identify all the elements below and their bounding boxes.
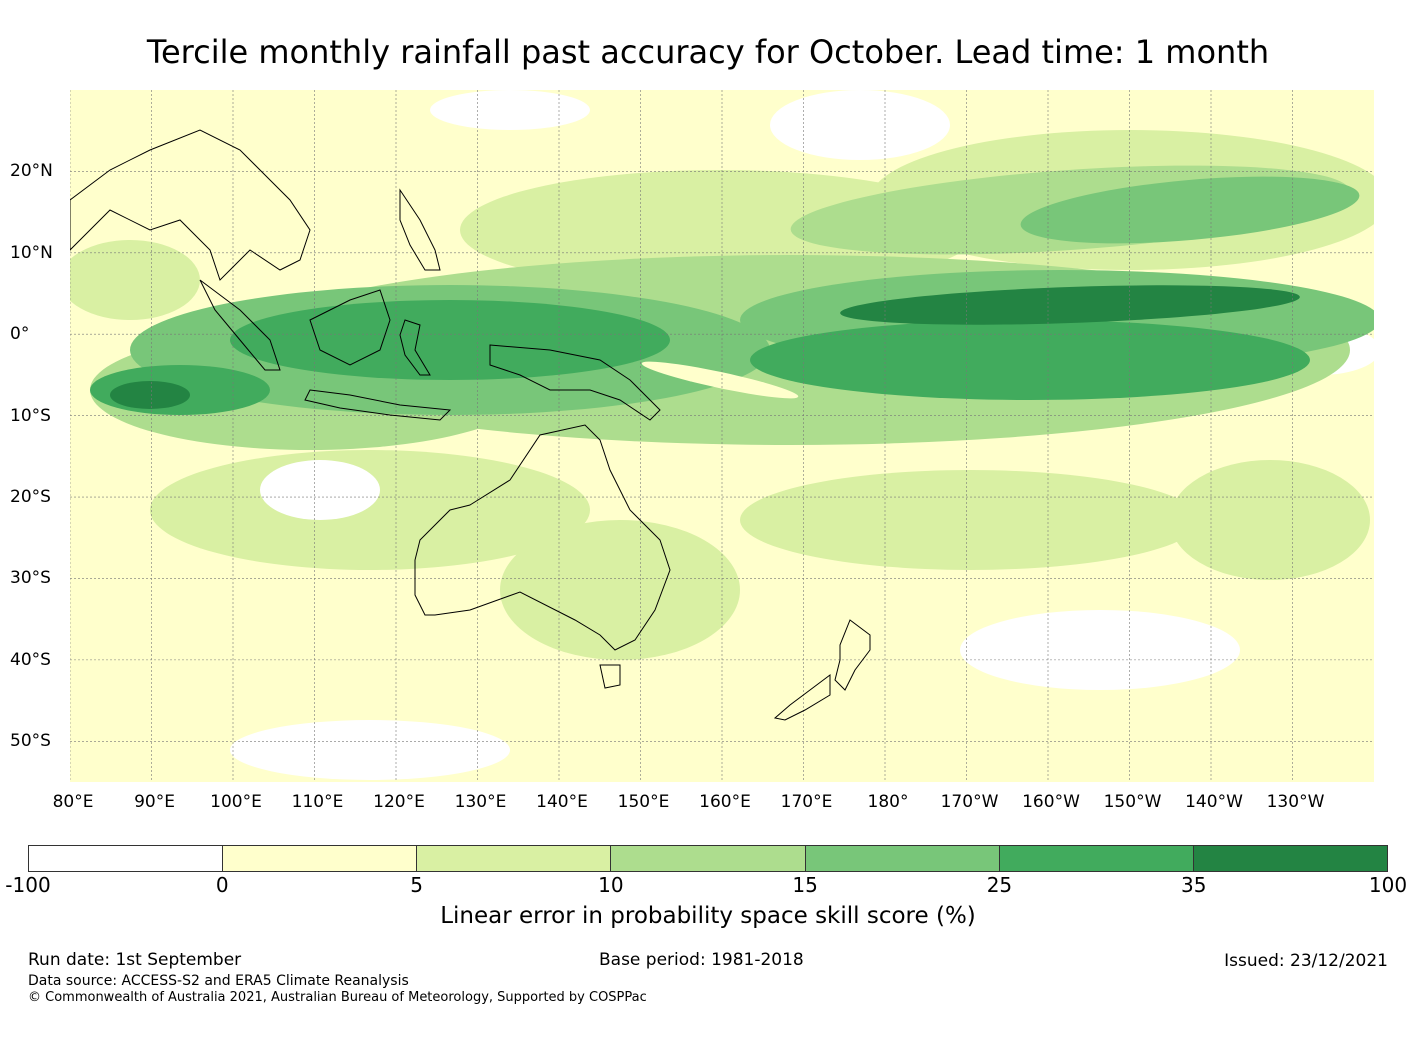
australia-outline bbox=[414, 424, 671, 651]
latitude-tick-label: 10°S bbox=[10, 405, 51, 426]
score-region bbox=[110, 381, 190, 409]
new-guinea-outline bbox=[489, 344, 661, 421]
longitude-tick-label: 90°E bbox=[134, 792, 175, 812]
latitude-tick-label: 20°N bbox=[10, 161, 53, 182]
copyright: © Commonwealth of Australia 2021, Austra… bbox=[28, 990, 647, 1005]
colorbar-segment bbox=[29, 846, 224, 871]
score-region bbox=[260, 460, 380, 520]
new-zealand-north-outline bbox=[834, 619, 871, 691]
latitude-tick-label: 20°S bbox=[10, 487, 51, 508]
colorbar-tick-label: -100 bbox=[5, 873, 51, 897]
colorbar-tick-label: 25 bbox=[986, 873, 1013, 897]
longitude-tick-label: 100°E bbox=[210, 792, 262, 812]
borneo-outline bbox=[309, 289, 391, 366]
colorbar-tick-label: 5 bbox=[410, 873, 423, 897]
longitude-tick-label: 170°W bbox=[940, 792, 999, 812]
score-region bbox=[70, 240, 200, 320]
score-region bbox=[1170, 460, 1370, 580]
longitude-tick-label: 180° bbox=[867, 792, 909, 812]
colorbar-segment bbox=[999, 846, 1194, 871]
chart-title: Tercile monthly rainfall past accuracy f… bbox=[146, 33, 1270, 71]
colorbar-segment bbox=[1193, 846, 1387, 871]
score-region bbox=[430, 90, 590, 130]
asia-mainland-outline bbox=[70, 129, 311, 281]
data-source: Data source: ACCESS-S2 and ERA5 Climate … bbox=[28, 973, 409, 989]
java-outline bbox=[304, 389, 452, 421]
latitude-tick-label: 10°N bbox=[10, 242, 53, 263]
colorbar-tick-label: 0 bbox=[215, 873, 229, 897]
map-canvas bbox=[70, 90, 1374, 782]
sumatra-outline bbox=[199, 279, 281, 371]
longitude-tick-label: 120°E bbox=[373, 792, 425, 812]
latitude-tick-label: 50°S bbox=[10, 731, 51, 752]
colorbar-segment bbox=[611, 846, 806, 871]
sulawesi-outline bbox=[399, 319, 431, 376]
score-region bbox=[641, 361, 799, 399]
latitude-tick-label: 30°S bbox=[10, 568, 51, 589]
colorbar-tick-label: 15 bbox=[792, 873, 818, 897]
latitude-tick-label: 0° bbox=[10, 324, 30, 345]
score-region bbox=[500, 520, 740, 660]
latitude-tick-label: 40°S bbox=[10, 649, 51, 670]
score-region bbox=[1020, 176, 1360, 244]
tasmania-outline bbox=[599, 664, 621, 689]
longitude-tick-label: 160°E bbox=[699, 792, 751, 812]
coastlines bbox=[70, 129, 871, 721]
score-region bbox=[960, 610, 1240, 690]
score-region bbox=[230, 720, 510, 780]
philippines-outline bbox=[399, 188, 441, 271]
gridlines bbox=[70, 90, 1374, 782]
longitude-tick-label: 130°W bbox=[1266, 792, 1325, 812]
skill-score-map bbox=[70, 90, 1374, 782]
longitude-tick-label: 150°E bbox=[617, 792, 670, 812]
colorbar-tick-label: 35 bbox=[1180, 873, 1207, 897]
colorbar-label: Linear error in probability space skill … bbox=[440, 903, 976, 929]
score-region bbox=[150, 450, 590, 570]
run-date: Run date: 1st September bbox=[28, 950, 242, 970]
longitude-tick-label: 130°E bbox=[454, 792, 507, 812]
score-region bbox=[840, 285, 1300, 325]
colorbar-segment bbox=[223, 846, 418, 871]
score-region bbox=[770, 90, 950, 160]
score-region bbox=[740, 470, 1200, 570]
score-region bbox=[230, 300, 670, 380]
score-region bbox=[750, 320, 1310, 400]
issued-date: Issued: 23/12/2021 bbox=[1224, 951, 1388, 971]
longitude-tick-label: 140°E bbox=[536, 792, 588, 812]
longitude-tick-label: 140°W bbox=[1185, 792, 1243, 812]
colorbar-segment bbox=[805, 846, 1000, 871]
colorbar-tick-label: 10 bbox=[598, 873, 624, 897]
longitude-tick-label: 170°E bbox=[780, 792, 833, 812]
longitude-tick-label: 110°E bbox=[291, 792, 344, 812]
colorbar bbox=[28, 845, 1388, 872]
base-period: Base period: 1981-2018 bbox=[599, 950, 804, 970]
colorbar-tick-label: 100 bbox=[1368, 873, 1408, 897]
longitude-tick-label: 160°W bbox=[1022, 792, 1080, 812]
new-zealand-south-outline bbox=[773, 674, 831, 721]
longitude-tick-label: 80°E bbox=[52, 792, 94, 812]
skill-score-field bbox=[70, 90, 1374, 780]
longitude-tick-label: 150°W bbox=[1103, 792, 1162, 812]
colorbar-segment bbox=[417, 846, 612, 871]
